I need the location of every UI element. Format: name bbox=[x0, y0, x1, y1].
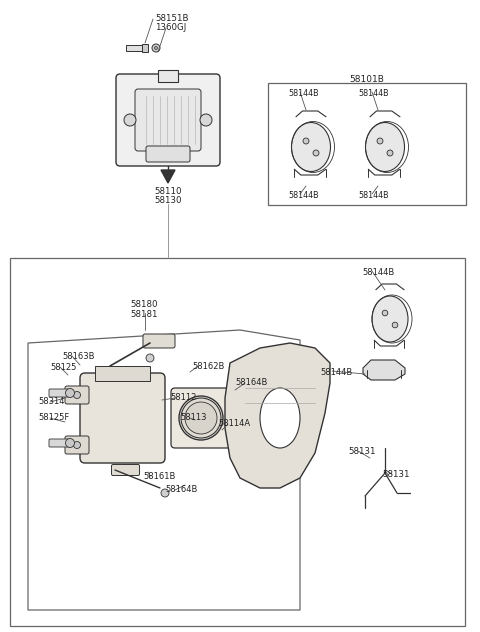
Circle shape bbox=[387, 150, 393, 156]
Text: 58181: 58181 bbox=[130, 310, 157, 319]
FancyBboxPatch shape bbox=[49, 439, 69, 447]
Text: 1360GJ: 1360GJ bbox=[155, 23, 186, 32]
Circle shape bbox=[65, 389, 74, 398]
Circle shape bbox=[124, 114, 136, 126]
Text: 58144B: 58144B bbox=[288, 191, 319, 200]
Circle shape bbox=[392, 322, 398, 328]
Circle shape bbox=[185, 402, 217, 434]
Bar bbox=[10, 258, 465, 626]
Text: 58144B: 58144B bbox=[362, 268, 394, 277]
Circle shape bbox=[73, 391, 81, 399]
Text: 58130: 58130 bbox=[154, 196, 182, 205]
Ellipse shape bbox=[365, 123, 405, 171]
Text: 58144B: 58144B bbox=[288, 89, 319, 98]
Text: 58314: 58314 bbox=[38, 397, 64, 406]
FancyBboxPatch shape bbox=[171, 388, 231, 448]
Circle shape bbox=[152, 44, 160, 52]
Circle shape bbox=[303, 138, 309, 144]
Text: 58180: 58180 bbox=[130, 300, 157, 309]
Text: 58162B: 58162B bbox=[192, 362, 224, 371]
Circle shape bbox=[73, 442, 81, 449]
Text: 58144B: 58144B bbox=[358, 191, 389, 200]
Text: 58125F: 58125F bbox=[38, 413, 69, 422]
Polygon shape bbox=[363, 360, 405, 380]
Circle shape bbox=[377, 138, 383, 144]
Text: 58110: 58110 bbox=[154, 187, 182, 196]
Text: 58131: 58131 bbox=[382, 470, 409, 479]
Ellipse shape bbox=[372, 296, 408, 342]
Text: 58164B: 58164B bbox=[235, 378, 267, 387]
Polygon shape bbox=[142, 44, 148, 52]
FancyBboxPatch shape bbox=[65, 386, 89, 404]
Bar bbox=[268, 83, 466, 205]
Text: 58113: 58113 bbox=[180, 413, 206, 422]
Text: 58114A: 58114A bbox=[218, 419, 250, 428]
Polygon shape bbox=[225, 343, 330, 488]
Circle shape bbox=[313, 150, 319, 156]
Bar bbox=[158, 70, 178, 82]
FancyBboxPatch shape bbox=[49, 389, 69, 397]
FancyBboxPatch shape bbox=[80, 373, 165, 463]
Polygon shape bbox=[161, 170, 175, 183]
Text: 58164B: 58164B bbox=[165, 485, 197, 494]
FancyBboxPatch shape bbox=[135, 89, 201, 151]
Text: 58151B: 58151B bbox=[155, 14, 189, 23]
Text: 58112: 58112 bbox=[170, 393, 196, 402]
Circle shape bbox=[161, 489, 169, 497]
Text: 58144B: 58144B bbox=[358, 89, 389, 98]
Circle shape bbox=[65, 439, 74, 447]
Circle shape bbox=[155, 47, 157, 49]
FancyBboxPatch shape bbox=[146, 146, 190, 162]
Circle shape bbox=[181, 398, 221, 438]
Text: 58144B: 58144B bbox=[320, 368, 352, 377]
Circle shape bbox=[200, 114, 212, 126]
Text: 58161B: 58161B bbox=[143, 472, 175, 481]
Text: 58125: 58125 bbox=[50, 363, 76, 372]
Text: 58163B: 58163B bbox=[62, 352, 95, 361]
Ellipse shape bbox=[291, 123, 331, 171]
Circle shape bbox=[382, 310, 388, 316]
FancyBboxPatch shape bbox=[143, 334, 175, 348]
Text: 58131: 58131 bbox=[348, 447, 375, 456]
FancyBboxPatch shape bbox=[111, 465, 140, 475]
Polygon shape bbox=[126, 45, 142, 51]
FancyBboxPatch shape bbox=[65, 436, 89, 454]
Ellipse shape bbox=[260, 388, 300, 448]
Circle shape bbox=[146, 354, 154, 362]
Bar bbox=[95, 366, 150, 381]
Text: 58101B: 58101B bbox=[349, 75, 384, 84]
FancyBboxPatch shape bbox=[116, 74, 220, 166]
